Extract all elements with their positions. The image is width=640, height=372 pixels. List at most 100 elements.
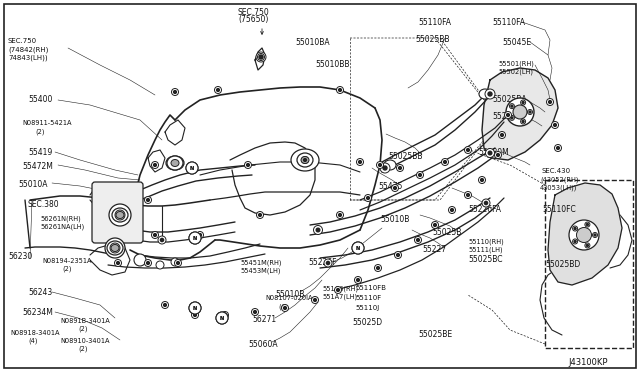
Circle shape: [573, 226, 578, 231]
Bar: [545, 180, 633, 348]
Circle shape: [485, 89, 495, 99]
Ellipse shape: [171, 160, 179, 167]
Ellipse shape: [166, 156, 184, 170]
Circle shape: [509, 104, 515, 109]
Circle shape: [252, 308, 259, 315]
Circle shape: [164, 304, 166, 307]
Text: 55025BD: 55025BD: [545, 260, 580, 269]
Text: N08911-5421A: N08911-5421A: [22, 120, 72, 126]
Circle shape: [574, 228, 576, 230]
Circle shape: [337, 289, 339, 291]
Ellipse shape: [107, 241, 123, 255]
Circle shape: [380, 163, 390, 173]
Circle shape: [303, 158, 307, 161]
Circle shape: [399, 167, 401, 169]
Circle shape: [115, 260, 122, 266]
Circle shape: [586, 244, 588, 247]
Text: 55227+A: 55227+A: [492, 112, 528, 121]
Circle shape: [586, 224, 588, 225]
Circle shape: [198, 234, 202, 236]
Text: 55400: 55400: [28, 95, 52, 104]
Circle shape: [482, 199, 490, 207]
Circle shape: [417, 238, 419, 241]
Text: SEC.750: SEC.750: [238, 8, 269, 17]
Text: 551A6(RH): 551A6(RH): [322, 285, 358, 292]
Polygon shape: [482, 68, 558, 160]
Circle shape: [216, 312, 228, 324]
Circle shape: [284, 307, 287, 310]
Circle shape: [554, 124, 556, 126]
Circle shape: [339, 214, 341, 217]
Text: 55110FB: 55110FB: [355, 285, 386, 291]
Circle shape: [355, 276, 362, 283]
Circle shape: [221, 311, 228, 318]
Text: (2): (2): [62, 266, 72, 273]
Circle shape: [520, 100, 525, 105]
Circle shape: [522, 121, 524, 122]
Ellipse shape: [479, 89, 491, 99]
Text: 55025BE: 55025BE: [418, 330, 452, 339]
Ellipse shape: [109, 204, 131, 226]
Circle shape: [511, 117, 513, 119]
Text: (75650): (75650): [238, 15, 268, 24]
Text: N: N: [193, 235, 197, 241]
Circle shape: [527, 109, 532, 115]
Text: 55501(RH): 55501(RH): [498, 60, 534, 67]
Text: N: N: [190, 166, 194, 170]
Ellipse shape: [110, 243, 120, 253]
Circle shape: [554, 144, 561, 151]
Circle shape: [574, 240, 576, 243]
Circle shape: [186, 162, 198, 174]
Text: N: N: [356, 246, 360, 250]
Circle shape: [147, 262, 149, 264]
Text: 55180M: 55180M: [478, 148, 509, 157]
Ellipse shape: [156, 261, 164, 269]
Circle shape: [383, 166, 387, 170]
Circle shape: [196, 231, 204, 238]
Circle shape: [312, 296, 319, 304]
Text: 55111(LH): 55111(LH): [468, 246, 502, 253]
Circle shape: [158, 236, 166, 244]
Circle shape: [522, 102, 524, 103]
Text: 55010B: 55010B: [275, 290, 305, 299]
Circle shape: [397, 164, 403, 171]
Text: (2): (2): [35, 128, 45, 135]
Text: SEC.380: SEC.380: [28, 200, 60, 209]
Text: 55060A: 55060A: [248, 340, 278, 349]
Circle shape: [552, 122, 559, 128]
Text: 55110FA: 55110FA: [492, 18, 525, 27]
Ellipse shape: [105, 238, 125, 258]
Circle shape: [356, 158, 364, 166]
Text: 55025D: 55025D: [352, 318, 382, 327]
Text: N: N: [193, 305, 197, 311]
Text: 55025BB: 55025BB: [415, 35, 449, 44]
Text: (4): (4): [278, 303, 287, 310]
Circle shape: [301, 157, 308, 164]
Text: 55227: 55227: [422, 245, 446, 254]
Text: 74843(LH)): 74843(LH)): [8, 54, 47, 61]
Circle shape: [486, 148, 495, 157]
Circle shape: [193, 314, 196, 317]
Text: N08194-2351A: N08194-2351A: [42, 258, 92, 264]
Ellipse shape: [291, 149, 319, 171]
Circle shape: [260, 55, 262, 58]
Circle shape: [358, 161, 362, 163]
Polygon shape: [548, 183, 622, 285]
Ellipse shape: [301, 157, 309, 164]
Circle shape: [444, 161, 447, 163]
Circle shape: [316, 228, 320, 232]
Circle shape: [451, 209, 453, 211]
Circle shape: [465, 147, 472, 154]
Ellipse shape: [115, 210, 125, 220]
Text: N: N: [193, 235, 197, 241]
Circle shape: [488, 151, 492, 155]
Circle shape: [326, 262, 330, 264]
Text: 55110F: 55110F: [355, 295, 381, 301]
Text: 55110FA: 55110FA: [418, 18, 451, 27]
Circle shape: [259, 55, 263, 59]
Circle shape: [189, 302, 201, 314]
Circle shape: [152, 231, 159, 238]
Ellipse shape: [297, 153, 313, 167]
Circle shape: [548, 100, 552, 103]
Circle shape: [394, 251, 401, 259]
